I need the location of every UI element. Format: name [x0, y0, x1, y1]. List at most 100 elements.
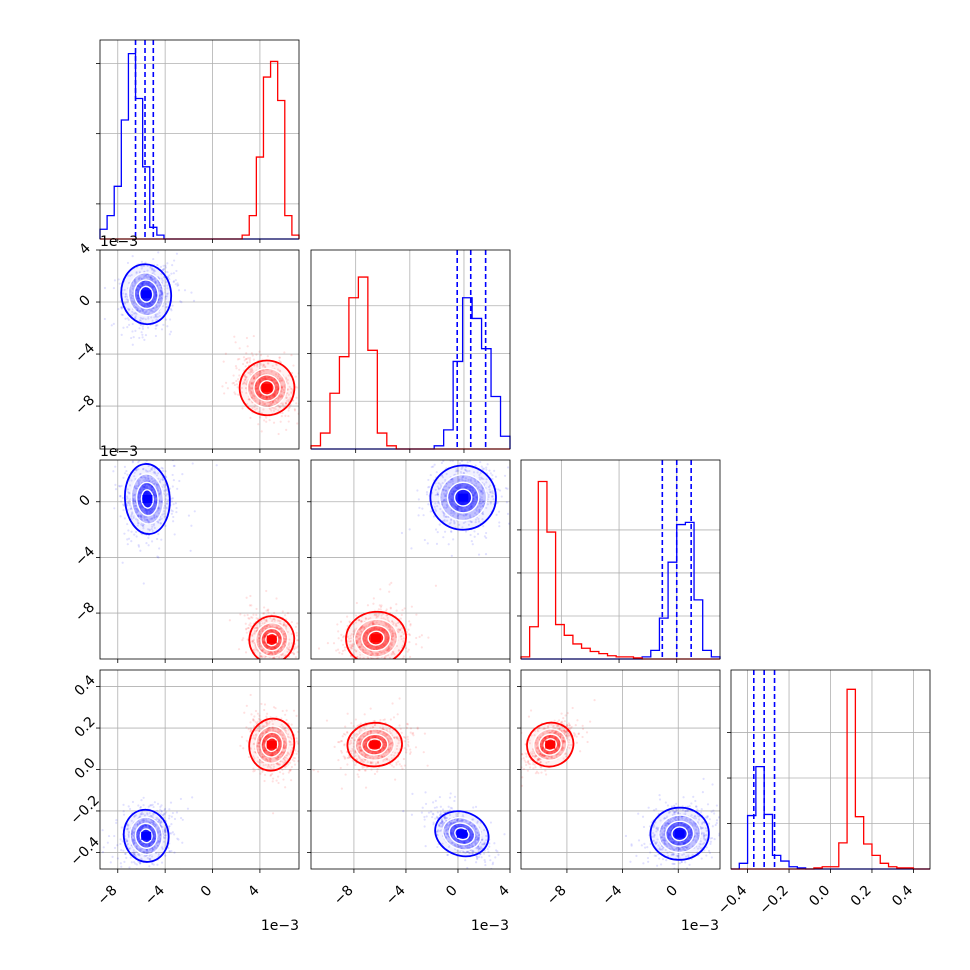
- blue-point: [141, 825, 144, 828]
- blue-point: [160, 861, 164, 864]
- blue-point: [140, 277, 144, 281]
- blue-point: [131, 828, 134, 832]
- red-point: [314, 757, 316, 759]
- blue-point: [154, 493, 157, 497]
- blue-point: [164, 264, 167, 267]
- red-point: [256, 386, 259, 390]
- red-point: [261, 725, 264, 728]
- blue-point: [140, 308, 143, 311]
- red-point: [277, 409, 280, 412]
- blue-point: [148, 854, 151, 857]
- blue-point: [179, 816, 183, 820]
- blue-point: [161, 513, 164, 516]
- blue-point: [460, 507, 463, 511]
- blue-point: [163, 284, 166, 288]
- red-point: [278, 637, 281, 640]
- blue-point: [141, 317, 144, 320]
- blue-point: [154, 288, 157, 292]
- blue-point: [158, 518, 161, 522]
- blue-point: [452, 458, 454, 460]
- red-point: [263, 621, 266, 624]
- blue-point: [138, 491, 142, 494]
- blue-point: [153, 277, 156, 280]
- blue-point: [164, 829, 167, 832]
- blue-point: [143, 818, 146, 822]
- red-point: [259, 363, 263, 366]
- red-point: [289, 761, 292, 764]
- histogram-p4: −0.4 −0.2 0.0 0.2 0.4: [715, 669, 931, 918]
- red-point: [287, 771, 290, 774]
- red-point: [276, 619, 279, 622]
- blue-point: [156, 313, 159, 316]
- red-point: [249, 625, 252, 628]
- blue-point: [138, 301, 141, 304]
- blue-point: [133, 827, 136, 830]
- blue-point: [134, 504, 137, 508]
- blue-point: [472, 498, 475, 501]
- blue-point: [162, 812, 166, 815]
- blue-point: [150, 477, 154, 480]
- red-point: [263, 755, 266, 758]
- blue-point: [470, 540, 473, 543]
- blue-point: [134, 317, 137, 320]
- blue-point: [134, 493, 137, 496]
- red-point: [269, 753, 272, 756]
- blue-point: [137, 296, 140, 299]
- blue-point: [458, 462, 462, 465]
- blue-point: [158, 818, 161, 822]
- blue-point: [186, 807, 190, 810]
- red-point: [243, 380, 246, 383]
- red-point: [278, 656, 281, 659]
- red-point: [286, 752, 290, 755]
- red-point: [281, 760, 284, 763]
- red-point: [254, 737, 257, 740]
- red-point: [264, 377, 267, 380]
- blue-point: [129, 296, 133, 299]
- red-point: [249, 622, 252, 625]
- blue-point: [139, 513, 142, 517]
- blue-point: [452, 493, 455, 496]
- red-point: [264, 748, 267, 751]
- x-tick-label: −4: [142, 882, 168, 908]
- red-point: [261, 731, 265, 734]
- red-point: [254, 647, 257, 650]
- blue-point: [139, 285, 142, 288]
- red-point: [271, 752, 274, 755]
- red-point: [260, 702, 263, 706]
- blue-point: [145, 511, 148, 514]
- blue-point: [136, 835, 139, 838]
- red-point: [250, 367, 254, 370]
- blue-point: [457, 485, 460, 488]
- blue-point: [176, 837, 179, 840]
- red-point: [287, 388, 290, 391]
- blue-point: [448, 522, 451, 525]
- blue-point: [139, 806, 142, 809]
- blue-point: [143, 312, 147, 315]
- red-point: [271, 400, 275, 403]
- blue-point: [145, 512, 149, 515]
- blue-point: [485, 506, 488, 510]
- red-point: [259, 362, 262, 365]
- red-point: [293, 645, 296, 648]
- blue-point: [171, 304, 174, 307]
- blue-point: [125, 856, 128, 859]
- blue-point: [131, 302, 134, 305]
- blue-point: [466, 461, 469, 464]
- blue-point: [120, 826, 123, 829]
- red-point: [273, 647, 276, 650]
- blue-point: [161, 279, 164, 282]
- blue-point: [469, 533, 472, 537]
- red-point: [259, 738, 262, 741]
- red-point: [253, 648, 256, 651]
- blue-point: [145, 849, 148, 852]
- blue-point: [126, 497, 129, 500]
- blue-point: [175, 510, 178, 514]
- red-point: [233, 335, 236, 338]
- blue-point: [141, 524, 145, 527]
- red-point: [269, 647, 272, 650]
- red-point: [263, 364, 266, 367]
- blue-point: [107, 834, 111, 838]
- red-point: [277, 763, 280, 766]
- red-point: [274, 645, 277, 648]
- blue-point: [153, 280, 156, 283]
